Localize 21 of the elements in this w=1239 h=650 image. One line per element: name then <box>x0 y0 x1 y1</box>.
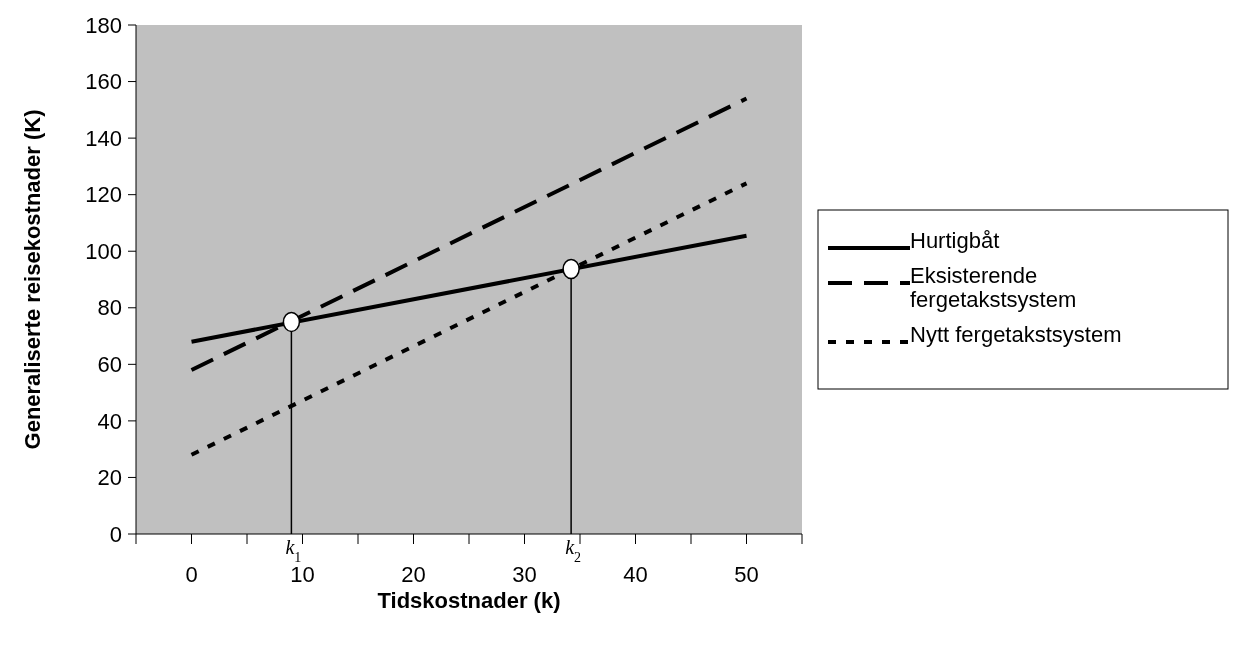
y-tick-label: 40 <box>97 408 122 434</box>
y-tick-label: 180 <box>85 12 122 38</box>
y-tick-label: 60 <box>97 352 122 378</box>
text: k$_{2}$ <box>565 536 582 565</box>
x-tick-label: 40 <box>623 561 648 587</box>
y-tick-label: 160 <box>85 69 122 95</box>
y-tick-label: 80 <box>97 295 122 321</box>
y-tick-label: 20 <box>97 465 122 491</box>
legend-label: Eksisterende fergetakstsystem <box>910 263 1077 312</box>
x-tick-label: 0 <box>185 561 198 587</box>
y-axis-title: Generaliserte reisekostnader (K) <box>20 109 45 450</box>
y-tick-label: 140 <box>85 125 122 151</box>
x-tick-label: 30 <box>512 561 537 587</box>
x-tick-label: 20 <box>401 561 426 587</box>
legend-label: Hurtigbåt <box>910 228 1000 253</box>
y-tick-label: 120 <box>85 182 122 208</box>
y-tick-label: 0 <box>109 521 122 547</box>
y-tick-label: 100 <box>85 238 122 264</box>
x-axis-title: Tidskostnader (k) <box>377 588 561 613</box>
legend-label: Nytt fergetakstsystem <box>910 322 1122 347</box>
x-tick-label: 50 <box>734 561 759 587</box>
